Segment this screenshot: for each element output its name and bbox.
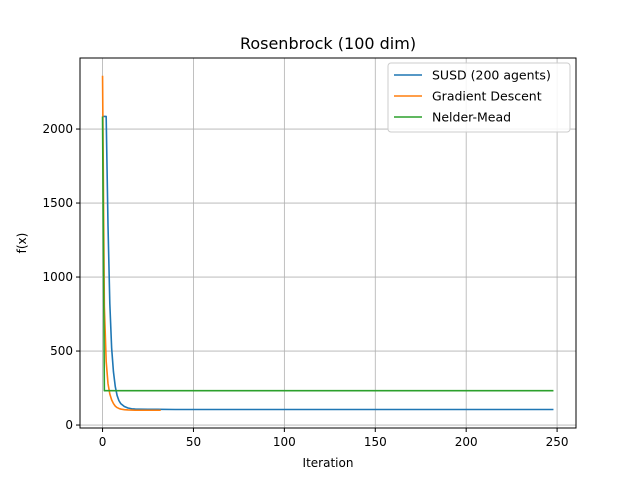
legend-box [387, 62, 571, 133]
x-axis-label: Iteration [303, 456, 354, 470]
x-tick-label: 200 [455, 435, 478, 449]
x-tick-label: 250 [546, 435, 569, 449]
legend: SUSD (200 agents) Gradient Descent Nelder-… [387, 62, 571, 133]
legend-label: SUSD (200 agents) [432, 68, 551, 83]
y-tick-label: 0 [65, 418, 73, 432]
y-tick-label: 500 [50, 344, 73, 358]
x-tick-label: 100 [273, 435, 296, 449]
x-tick-label: 0 [99, 435, 107, 449]
y-axis-label: f(x) [15, 233, 29, 254]
legend-label: Gradient Descent [432, 89, 542, 104]
y-tick-label: 1000 [42, 270, 73, 284]
series-line-3 [101, 116, 554, 392]
series-layer [101, 75, 554, 412]
y-tick-label: 2000 [42, 122, 73, 136]
x-tick-label: 50 [186, 435, 201, 449]
legend-label: Nelder-Mead [432, 110, 511, 125]
x-tick-label: 150 [364, 435, 387, 449]
plot-frame [79, 57, 577, 429]
series-line-2 [101, 75, 161, 412]
chart-title: Rosenbrock (100 dim) [240, 34, 416, 53]
tick-layer: 0 50 100 150 200 250 0 500 1000 1500 2000 [42, 122, 568, 449]
series-line-1 [102, 115, 554, 411]
y-tick-label: 1500 [42, 196, 73, 210]
